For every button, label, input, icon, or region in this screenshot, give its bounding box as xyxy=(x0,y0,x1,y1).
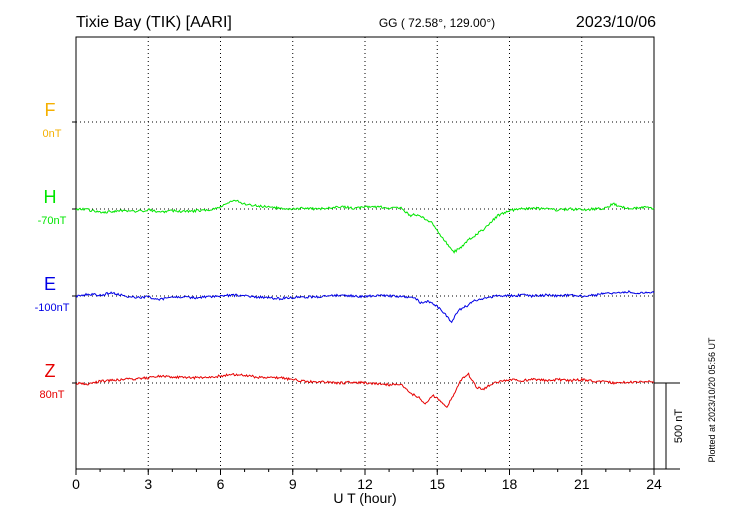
x-tick-label: 3 xyxy=(144,476,152,492)
x-tick-label: 15 xyxy=(429,476,445,492)
x-axis-label: U T (hour) xyxy=(333,490,396,506)
x-tick-label: 9 xyxy=(289,476,297,492)
station-title: Tixie Bay (TIK) [AARI] xyxy=(76,14,232,31)
series-line-h xyxy=(75,199,655,254)
date-label: 2023/10/06 xyxy=(576,14,656,31)
x-axis-ticks: 0 3 6 9 12 15 18 21 24 xyxy=(72,469,662,492)
series-line-z xyxy=(75,372,654,409)
series-offset-e: -100nT xyxy=(35,302,70,314)
grid xyxy=(72,37,654,469)
scale-bar: 500 nT xyxy=(654,382,685,470)
series-layer xyxy=(75,199,655,409)
x-tick-label: 21 xyxy=(574,476,590,492)
series-line-e xyxy=(75,289,655,324)
series-name-z: Z xyxy=(45,361,56,381)
series-name-f: F xyxy=(45,100,56,120)
series-name-e: E xyxy=(44,274,56,294)
x-tick-label: 12 xyxy=(357,476,373,492)
x-tick-label: 0 xyxy=(72,476,80,492)
coordinates-label: GG ( 72.58°, 129.00°) xyxy=(379,16,495,30)
x-tick-label: 24 xyxy=(646,476,662,492)
series-name-h: H xyxy=(44,187,57,207)
series-offset-f: 0nT xyxy=(43,128,62,140)
scale-bar-label: 500 nT xyxy=(673,409,685,444)
series-offset-z: 80nT xyxy=(39,389,64,401)
plotted-timestamp: Plotted at 2023/10/20 05:56 UT xyxy=(707,337,717,463)
x-tick-label: 6 xyxy=(217,476,225,492)
series-labels: F 0nT H -70nT E -100nT Z 80nT xyxy=(35,100,70,401)
series-offset-h: -70nT xyxy=(38,215,67,227)
x-tick-label: 18 xyxy=(502,476,518,492)
